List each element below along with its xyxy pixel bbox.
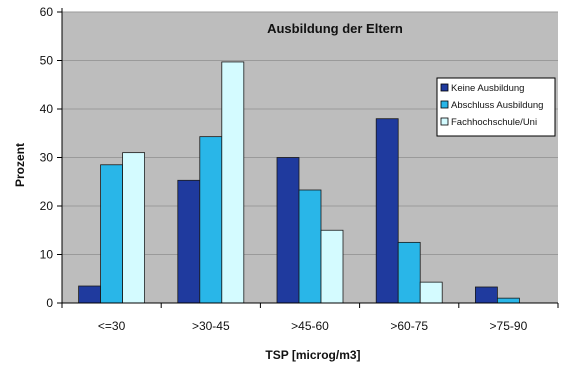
x-axis-label: TSP [microg/m3] [265, 348, 360, 362]
legend-label: Abschluss Ausbildung [451, 100, 543, 111]
bar [122, 152, 145, 304]
bar [419, 281, 443, 304]
bar [221, 61, 245, 304]
legend-label: Fachhochschule/Uni [451, 117, 537, 128]
legend: Keine Ausbildung Abschluss Ausbildung Fach… [436, 77, 556, 137]
x-tick-label: >75-90 [490, 319, 528, 333]
y-tick-label: 60 [40, 5, 54, 19]
x-tick-label: >60-75 [390, 319, 428, 333]
y-tick-label: 0 [46, 296, 53, 310]
y-tick-label: 40 [40, 102, 54, 116]
bar [320, 229, 344, 304]
legend-label: Keine Ausbildung [451, 83, 524, 94]
bar [199, 136, 223, 304]
bar [474, 286, 498, 304]
y-tick-label: 30 [40, 151, 54, 165]
legend-swatch [440, 117, 449, 126]
bar [375, 118, 399, 304]
legend-swatch [440, 83, 449, 92]
bar [496, 297, 520, 304]
y-tick-label: 20 [40, 199, 54, 213]
bar-series [78, 61, 520, 304]
bar [100, 164, 123, 304]
x-tick-label: >30-45 [192, 319, 230, 333]
bar [298, 189, 322, 304]
axes: 0 10 20 30 40 50 60 <=30 >30-45 >45-60 >60-75 >75-9… [40, 5, 559, 333]
x-tick-label: >45-60 [291, 319, 329, 333]
chart-title: Ausbildung der Eltern [267, 21, 403, 36]
legend-swatch [440, 100, 449, 109]
y-axis-label: Prozent [13, 143, 27, 187]
legend-box [436, 77, 556, 137]
bar [177, 179, 201, 304]
y-tick-label: 50 [40, 54, 54, 68]
bar [397, 241, 421, 304]
x-tick-label: <=30 [98, 319, 126, 333]
bar [78, 285, 101, 304]
y-tick-label: 10 [40, 248, 54, 262]
bar [276, 157, 300, 304]
